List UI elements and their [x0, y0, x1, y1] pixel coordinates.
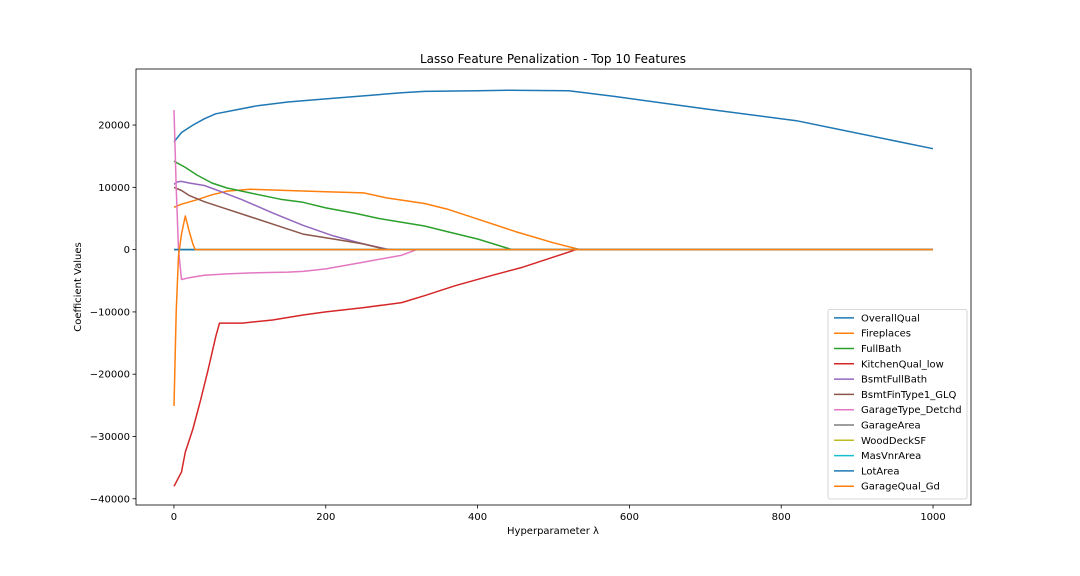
series-line-11 — [173, 215, 933, 407]
y-tick-label: 0 — [124, 245, 130, 256]
y-tick-label: 10000 — [98, 183, 130, 194]
series-line-3 — [173, 248, 933, 487]
axes-frame — [135, 68, 972, 506]
x-tick-label: 400 — [468, 512, 487, 523]
x-tick-label: 800 — [772, 512, 791, 523]
chart-title: Lasso Feature Penalization - Top 10 Feat… — [420, 52, 686, 66]
legend-label: KitchenQual_low — [861, 359, 944, 370]
legend-label: FullBath — [861, 344, 901, 355]
legend-label: WoodDeckSF — [861, 436, 926, 447]
x-tick-label: 600 — [620, 512, 639, 523]
legend: OverallQual Fireplaces FullBath KitchenQual… — [827, 308, 968, 500]
x-tick-label: 200 — [316, 512, 335, 523]
series-line-6 — [173, 110, 933, 281]
legend-label: BsmtFullBath — [861, 375, 927, 386]
y-tick-label: −20000 — [90, 370, 130, 381]
legend-label: Fireplaces — [861, 329, 911, 340]
legend-box — [827, 308, 968, 500]
plot-area: 0 200 400 600 800 1000 −40000 −30000 −20000 −1000… — [90, 68, 972, 523]
y-axis-label: Coefficient Values — [73, 242, 84, 331]
legend-label: GarageQual_Gd — [861, 482, 940, 493]
y-tick-label: −10000 — [90, 307, 130, 318]
legend-label: LotArea — [861, 466, 899, 477]
series-line-5 — [173, 186, 933, 251]
series-line-2 — [173, 160, 933, 251]
legend-label: GarageType_Detchd — [861, 405, 962, 416]
series-line-0 — [173, 89, 934, 150]
x-tick-label: 1000 — [920, 512, 945, 523]
y-tick-label: 20000 — [98, 121, 130, 132]
legend-label: MasVnrArea — [861, 451, 921, 462]
y-tick-label: −40000 — [90, 494, 130, 505]
y-tick-label: −30000 — [90, 432, 130, 443]
legend-label: OverallQual — [861, 313, 920, 324]
x-axis-label: Hyperparameter λ — [507, 526, 599, 537]
x-tick-label: 0 — [171, 512, 177, 523]
legend-label: BsmtFinType1_GLQ — [861, 390, 957, 401]
series-line-1 — [173, 188, 933, 251]
legend-label: GarageArea — [861, 421, 921, 432]
